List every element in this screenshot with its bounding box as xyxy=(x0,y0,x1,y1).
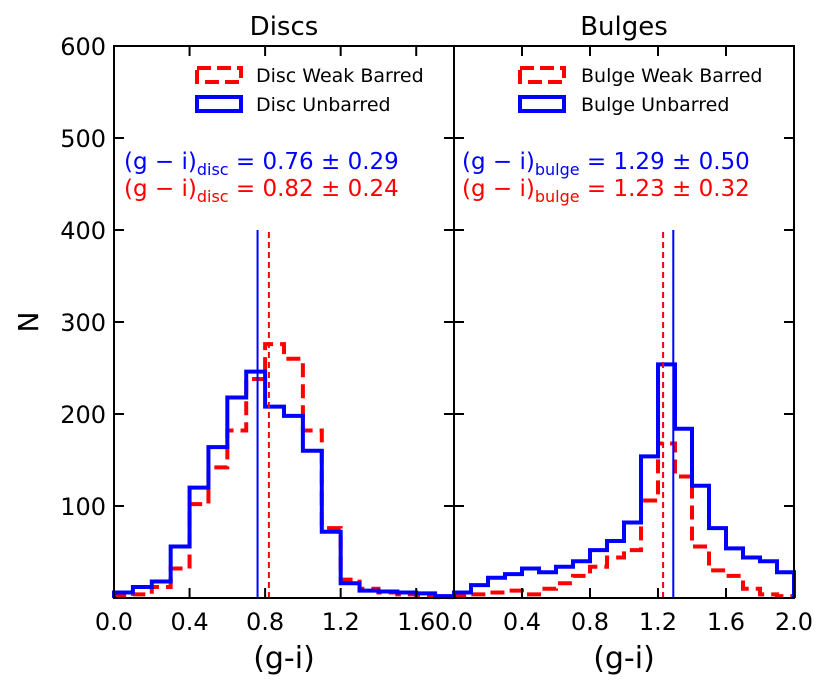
x-tick-label: 0.0 xyxy=(95,608,133,636)
y-tick-label: 400 xyxy=(60,217,106,245)
annotation-prefix: (g − i) xyxy=(462,149,535,175)
x-tick-label: 0.4 xyxy=(170,608,208,636)
annotation-value: = 0.82 ± 0.24 xyxy=(229,176,399,202)
legend-swatch-bulge-weak-barred xyxy=(518,66,566,84)
y-tick-label: 200 xyxy=(60,401,106,429)
annotation-subscript: disc xyxy=(197,160,229,179)
annotation-subscript: bulge xyxy=(535,160,580,179)
legend-swatch-disc-unbarred xyxy=(195,95,243,113)
bulges-histograms xyxy=(452,362,796,599)
bulges-ticks: 0.0 0.4 0.8 1.2 1.6 2.0 xyxy=(435,45,813,636)
legend-swatch-bulge-unbarred xyxy=(518,95,566,113)
legend-label-bulge-weak-barred: Bulge Weak Barred xyxy=(581,65,763,87)
bulges-panel-title: Bulges xyxy=(580,12,668,42)
x-tick-label: 2.0 xyxy=(775,608,813,636)
legend-item-bulge-unbarred: Bulge Unbarred xyxy=(518,94,729,116)
x-tick-label: 1.2 xyxy=(322,608,360,636)
x-tick-label: 1.2 xyxy=(639,608,677,636)
annotation-value: = 1.29 ± 0.50 xyxy=(580,149,750,175)
series-bulge-weak-barred xyxy=(452,441,796,599)
annotation-prefix: (g − i) xyxy=(462,176,535,202)
discs-ticks: 0.0 0.4 0.8 1.2 1.6 100 200 300 400 500 600 xyxy=(60,33,454,636)
disc-unbarred-mean-annotation: (g − i)disc = 0.76 ± 0.29 xyxy=(124,149,399,179)
discs-axes-frame xyxy=(113,45,455,599)
bulges-panel: Bulges 0.0 0.4 0.8 1.2 1.6 2.0 (g-i) Bulge We… xyxy=(435,12,813,676)
bulge-weak-barred-mean-annotation: (g − i)bulge = 1.23 ± 0.32 xyxy=(462,176,750,206)
bulges-mean-lines xyxy=(662,230,675,598)
legend-item-bulge-weak-barred: Bulge Weak Barred xyxy=(518,65,763,87)
legend-swatch-disc-weak-barred xyxy=(195,66,243,84)
discs-mean-lines xyxy=(256,230,270,598)
y-tick-label: 300 xyxy=(60,309,106,337)
annotation-subscript: bulge xyxy=(535,187,580,206)
annotation-value: = 0.76 ± 0.29 xyxy=(229,149,399,175)
series-bulge-unbarred xyxy=(452,362,796,598)
annotation-value: = 1.23 ± 0.32 xyxy=(580,176,750,202)
bulge-unbarred-mean-annotation: (g − i)bulge = 1.29 ± 0.50 xyxy=(462,149,750,179)
discs-panel-title: Discs xyxy=(250,12,319,42)
x-tick-label: 0.0 xyxy=(435,608,473,636)
series-disc-weak-barred xyxy=(112,342,456,600)
legend-item-disc-unbarred: Disc Unbarred xyxy=(195,94,391,116)
discs-panel: Discs 0.0 0.4 0.8 1.2 1.6100200300400500600 … xyxy=(60,12,456,676)
x-tick-label: 0.8 xyxy=(571,608,609,636)
series-disc-unbarred xyxy=(112,369,456,599)
x-tick-label: 1.6 xyxy=(707,608,745,636)
bulges-axes-frame xyxy=(453,45,795,599)
y-tick-label: 600 xyxy=(60,33,106,61)
disc-weak-barred-mean-annotation: (g − i)disc = 0.82 ± 0.24 xyxy=(124,176,399,206)
y-tick-label: 100 xyxy=(60,493,106,521)
legend-label-disc-unbarred: Disc Unbarred xyxy=(256,94,391,116)
legend-label-disc-weak-barred: Disc Weak Barred xyxy=(256,65,424,87)
x-tick-label: 1.6 xyxy=(397,608,435,636)
annotation-subscript: disc xyxy=(197,187,229,206)
x-tick-label: 0.8 xyxy=(246,608,284,636)
legend-item-disc-weak-barred: Disc Weak Barred xyxy=(195,65,424,87)
y-tick-label: 500 xyxy=(60,125,106,153)
annotation-prefix: (g − i) xyxy=(124,176,197,202)
discs-histograms xyxy=(112,342,456,600)
bulges-legend: Bulge Weak Barred Bulge Unbarred xyxy=(518,65,763,116)
y-axis-label: N xyxy=(12,312,45,333)
x-tick-label: 0.4 xyxy=(503,608,541,636)
legend-label-bulge-unbarred: Bulge Unbarred xyxy=(581,94,729,116)
discs-legend: Disc Weak Barred Disc Unbarred xyxy=(195,65,424,116)
discs-x-axis-label: (g-i) xyxy=(253,641,315,676)
bulges-x-axis-label: (g-i) xyxy=(593,641,655,676)
annotation-prefix: (g − i) xyxy=(124,149,197,175)
